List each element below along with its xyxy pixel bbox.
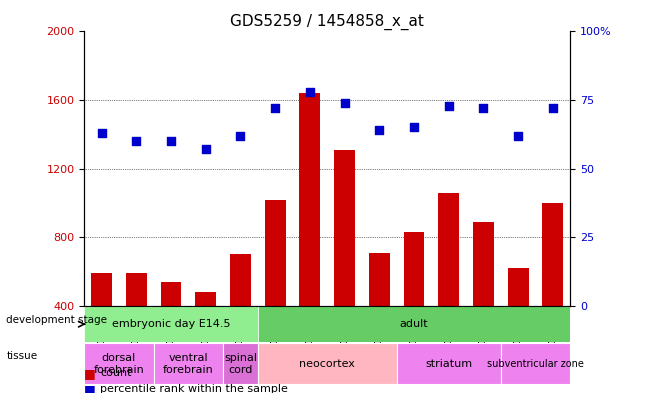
Point [166,138,176,144]
Point [374,127,384,133]
FancyBboxPatch shape [84,343,154,384]
Bar [542,203,563,375]
Text: tissue: tissue [6,351,38,361]
Bar [299,93,320,375]
Point [235,132,246,139]
Text: dorsal
forebrain: dorsal forebrain [93,353,145,375]
FancyBboxPatch shape [223,343,258,384]
Point [409,124,419,130]
Title: GDS5259 / 1454858_x_at: GDS5259 / 1454858_x_at [230,14,424,30]
Text: ■: ■ [84,367,96,380]
Text: neocortex: neocortex [299,359,355,369]
Point [513,132,524,139]
FancyBboxPatch shape [501,343,570,384]
FancyBboxPatch shape [258,343,397,384]
Text: subventricular zone: subventricular zone [487,359,584,369]
Text: embryonic day E14.5: embryonic day E14.5 [111,319,230,329]
Text: ventral
forebrain: ventral forebrain [163,353,214,375]
Bar [126,273,146,375]
Point [478,105,489,112]
Point [97,130,107,136]
Point [131,138,141,144]
Bar [230,254,251,375]
Text: percentile rank within the sample: percentile rank within the sample [100,384,288,393]
Text: ■: ■ [84,382,96,393]
Bar [91,273,112,375]
Text: adult: adult [400,319,428,329]
Bar [195,292,216,375]
FancyBboxPatch shape [84,306,258,342]
Bar [369,253,389,375]
Bar [161,282,181,375]
Text: spinal
cord: spinal cord [224,353,257,375]
Bar [265,200,286,375]
FancyBboxPatch shape [397,343,501,384]
FancyBboxPatch shape [258,306,570,342]
Point [305,89,315,95]
Bar [334,150,355,375]
Bar [438,193,459,375]
Point [270,105,281,112]
Bar [473,222,494,375]
Bar [508,268,529,375]
Text: striatum: striatum [425,359,472,369]
Bar [404,232,424,375]
Text: count: count [100,368,132,378]
FancyBboxPatch shape [154,343,223,384]
Point [443,103,454,109]
Point [201,146,211,152]
Text: development stage: development stage [6,315,108,325]
Point [548,105,558,112]
Point [340,100,350,106]
